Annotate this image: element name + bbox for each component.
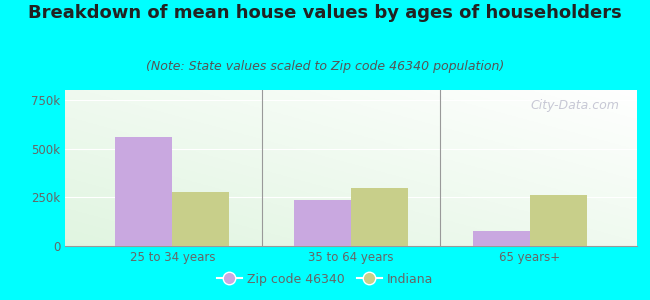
Bar [473,231,530,246]
Bar [115,137,172,246]
Bar [351,188,408,246]
Text: (Note: State values scaled to Zip code 46340 population): (Note: State values scaled to Zip code 4… [146,60,504,73]
Bar [294,200,351,246]
Bar [172,192,229,246]
Bar [530,195,587,246]
Legend: Zip code 46340, Indiana: Zip code 46340, Indiana [212,268,438,291]
Text: Breakdown of mean house values by ages of householders: Breakdown of mean house values by ages o… [28,4,622,22]
Text: City-Data.com: City-Data.com [531,99,620,112]
